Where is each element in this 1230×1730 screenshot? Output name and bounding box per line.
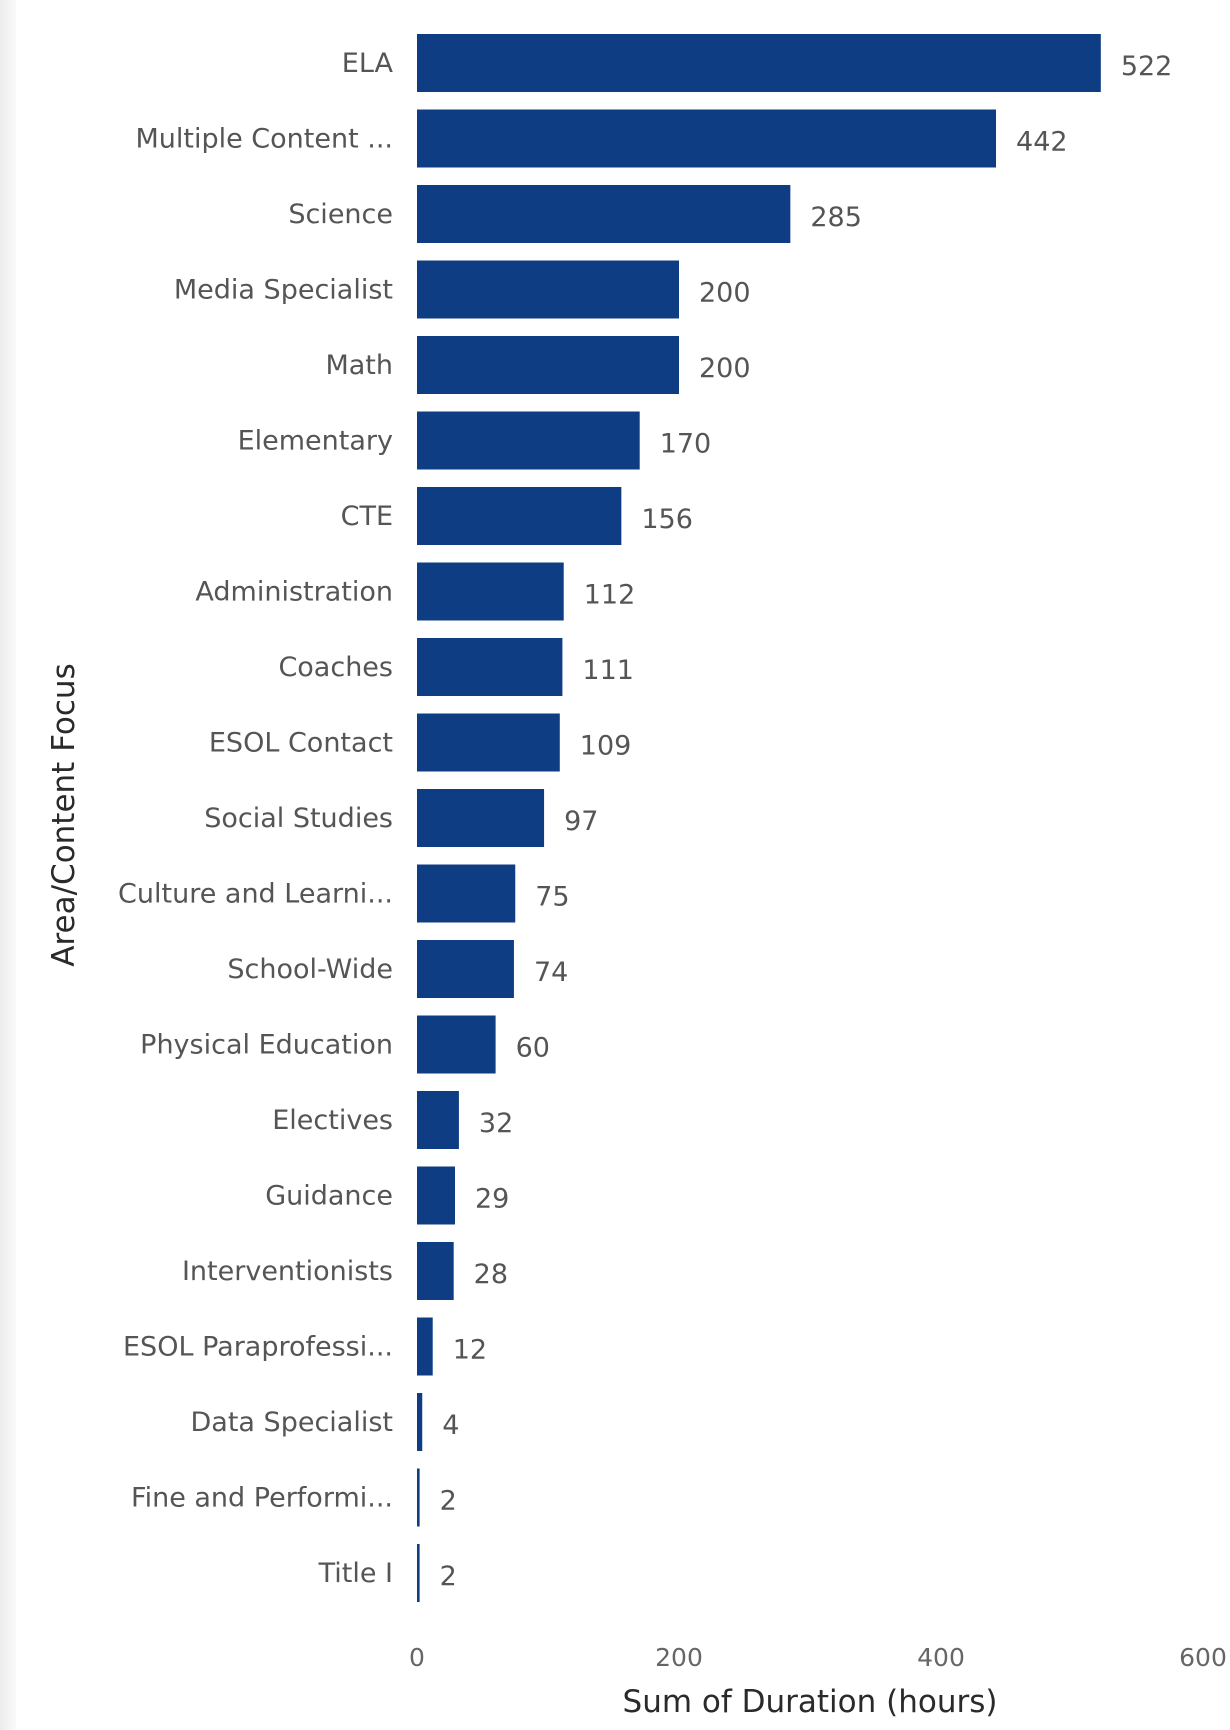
bar bbox=[417, 34, 1101, 92]
bar bbox=[417, 1544, 420, 1602]
category-label: Guidance bbox=[265, 1181, 393, 1212]
bar bbox=[417, 789, 545, 847]
value-label: 109 bbox=[580, 731, 632, 762]
value-label: 32 bbox=[479, 1108, 513, 1139]
x-tick-label: 0 bbox=[409, 1643, 425, 1672]
category-label: Title I bbox=[318, 1558, 393, 1589]
category-label: Administration bbox=[195, 577, 393, 608]
value-label: 60 bbox=[516, 1033, 550, 1064]
category-label: Fine and Performi... bbox=[131, 1483, 393, 1514]
value-label: 285 bbox=[810, 202, 862, 233]
value-label: 74 bbox=[534, 957, 568, 988]
value-label: 2 bbox=[440, 1486, 457, 1517]
page-edge bbox=[0, 0, 16, 1730]
category-label: Elementary bbox=[238, 426, 393, 457]
category-label: CTE bbox=[341, 501, 393, 532]
bar bbox=[417, 1091, 459, 1149]
bar bbox=[417, 1015, 496, 1074]
category-label: Coaches bbox=[278, 652, 393, 683]
bar bbox=[417, 336, 679, 394]
category-label: ESOL Paraprofessi... bbox=[123, 1332, 393, 1363]
bar bbox=[417, 562, 564, 621]
category-label: Electives bbox=[272, 1105, 393, 1136]
value-label: 200 bbox=[699, 353, 751, 384]
category-label: Science bbox=[288, 199, 393, 230]
bar bbox=[417, 260, 679, 319]
x-axis-title: Sum of Duration (hours) bbox=[623, 1684, 998, 1720]
bar bbox=[417, 940, 514, 998]
bar bbox=[417, 638, 563, 696]
value-label: 75 bbox=[535, 882, 569, 913]
category-label: School-Wide bbox=[227, 954, 393, 985]
value-label: 200 bbox=[699, 278, 751, 309]
bar bbox=[417, 1166, 455, 1225]
bar bbox=[417, 411, 640, 470]
bar bbox=[417, 1393, 423, 1451]
bars-group bbox=[417, 34, 1101, 1602]
value-label: 112 bbox=[584, 580, 636, 611]
bar bbox=[417, 185, 791, 243]
category-label: Physical Education bbox=[140, 1030, 393, 1061]
value-label: 2 bbox=[440, 1561, 457, 1592]
category-label: Multiple Content ... bbox=[135, 124, 393, 155]
bar bbox=[417, 1317, 433, 1376]
value-labels-group: 522 442 285 200 200 170 156 112 111 109 97 75 74 60 32… bbox=[440, 51, 1173, 1592]
value-label: 12 bbox=[453, 1335, 487, 1366]
value-label: 97 bbox=[564, 806, 598, 837]
bar bbox=[417, 1468, 420, 1527]
bar bbox=[417, 713, 560, 772]
category-label: Data Specialist bbox=[191, 1407, 394, 1438]
value-label: 170 bbox=[660, 429, 712, 460]
bar bbox=[417, 487, 622, 545]
category-label: Media Specialist bbox=[174, 275, 393, 306]
x-tick-label: 400 bbox=[917, 1643, 965, 1672]
category-label: Culture and Learni... bbox=[118, 879, 393, 910]
value-label: 522 bbox=[1121, 51, 1173, 82]
category-label: Math bbox=[325, 350, 393, 381]
bar bbox=[417, 109, 997, 168]
category-label: ESOL Contact bbox=[209, 728, 393, 759]
category-label: ELA bbox=[342, 48, 394, 79]
category-labels-group: ELA Multiple Content ... Science Media Spec… bbox=[118, 48, 393, 1589]
category-label: Social Studies bbox=[204, 803, 393, 834]
bar bbox=[417, 864, 516, 923]
value-label: 29 bbox=[475, 1184, 509, 1215]
value-label: 156 bbox=[641, 504, 693, 535]
x-tick-labels-group: 0 200 400 600 bbox=[409, 1643, 1227, 1672]
value-label: 111 bbox=[582, 655, 634, 686]
category-label: Interventionists bbox=[182, 1256, 393, 1287]
value-label: 4 bbox=[442, 1410, 459, 1441]
value-label: 28 bbox=[474, 1259, 508, 1290]
x-tick-label: 600 bbox=[1179, 1643, 1227, 1672]
y-axis-title: Area/Content Focus bbox=[46, 663, 82, 966]
bar bbox=[417, 1242, 454, 1300]
value-label: 442 bbox=[1016, 127, 1068, 158]
x-tick-label: 200 bbox=[655, 1643, 703, 1672]
